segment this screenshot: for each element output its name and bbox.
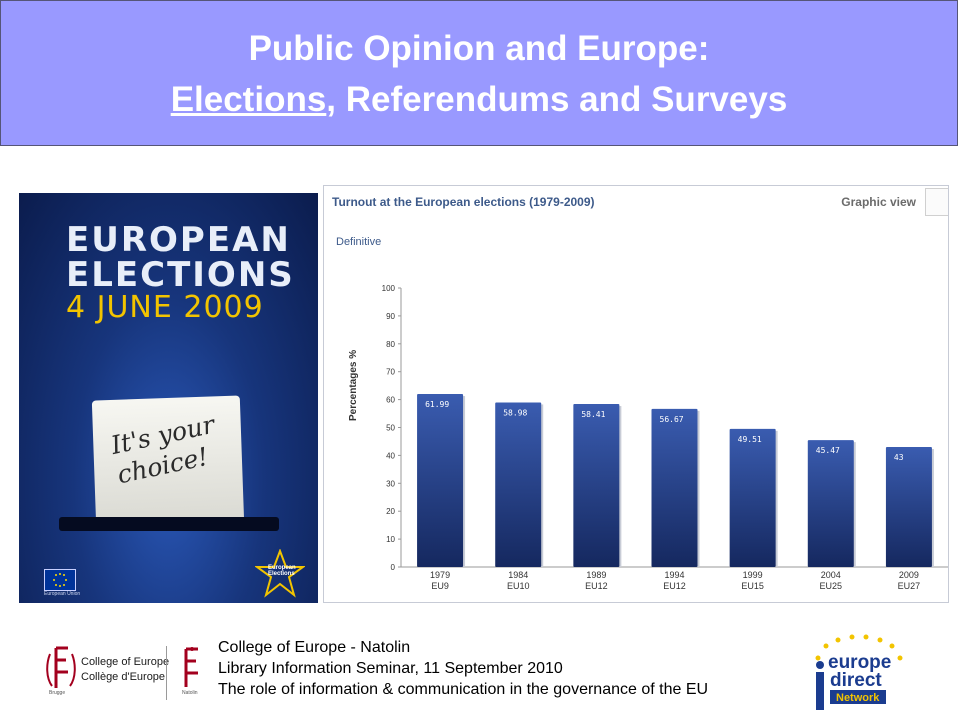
footer-line2: Library Information Seminar, 11 Septembe… <box>218 660 563 677</box>
poster-line1: EUROPEAN <box>66 220 291 260</box>
footer-line1: College of Europe - Natolin <box>218 639 411 656</box>
x-tick-year: 1994 <box>664 570 684 580</box>
y-tick-label: 40 <box>386 451 395 460</box>
star-icon <box>255 549 305 598</box>
turnout-chart-panel: Turnout at the European elections (1979-… <box>323 185 949 603</box>
bar <box>495 402 542 567</box>
poster-date: 4 JUNE 2009 <box>66 290 264 325</box>
bar-value-label: 56.67 <box>660 415 684 424</box>
x-tick-year: 1984 <box>508 570 528 580</box>
tab-corner <box>925 188 948 216</box>
x-tick-group: EU10 <box>507 581 530 591</box>
election-poster: EUROPEAN ELECTIONS 4 JUNE 2009 It's your… <box>19 193 318 603</box>
x-tick-group: EU15 <box>741 581 764 591</box>
ballot-card-text: It's your choice! <box>108 410 223 490</box>
natolin-logo-icon <box>184 647 198 687</box>
y-tick-label: 60 <box>386 396 395 405</box>
natolin-label: Natolin <box>182 690 198 696</box>
ed-line3: Network <box>836 692 880 704</box>
bar-value-label: 58.41 <box>581 410 605 419</box>
y-tick-label: 70 <box>386 368 395 377</box>
y-tick-label: 20 <box>386 507 395 516</box>
brugge-label: Brugge <box>49 690 66 696</box>
cofe-line2: Collège d'Europe <box>81 671 166 683</box>
graphic-view-tab[interactable]: Graphic view <box>841 195 916 209</box>
eu-label: European Union <box>44 591 81 597</box>
college-of-europe-logo-icon <box>46 646 76 688</box>
college-of-europe-name: College of Europe Collège d'Europe <box>81 655 169 685</box>
footer-caption: College of Europe - Natolin Library Info… <box>218 637 708 700</box>
y-tick-label: 100 <box>382 284 396 293</box>
bar <box>729 428 776 567</box>
bar-value-label: 49.51 <box>738 435 762 444</box>
footer-divider <box>166 646 167 700</box>
europe-direct-logo: europe direct Network <box>815 634 903 710</box>
y-tick-label: 90 <box>386 312 395 321</box>
x-tick-group: EU9 <box>431 581 449 591</box>
y-tick-label: 0 <box>391 563 396 572</box>
bar-value-label: 61.99 <box>425 400 449 409</box>
ed-line2: direct <box>830 670 882 691</box>
eu-flag-icon <box>44 569 76 591</box>
slide-title-bar: Public Opinion and Europe: Elections, Re… <box>0 0 958 146</box>
chart-title: Turnout at the European elections (1979-… <box>332 195 595 209</box>
bar-value-label: 58.98 <box>503 408 527 417</box>
y-tick-label: 80 <box>386 340 395 349</box>
slide-title-underlined-word: Elections <box>170 80 327 119</box>
slide-title-rest: , Referendums and Surveys <box>326 80 788 119</box>
bar <box>807 440 854 567</box>
ed-line1: europe <box>828 652 891 673</box>
x-tick-year: 1999 <box>743 570 763 580</box>
x-tick-group: EU12 <box>663 581 686 591</box>
x-tick-year: 2009 <box>899 570 919 580</box>
ballot-card: It's your choice! <box>91 395 245 529</box>
x-tick-group: EU12 <box>585 581 608 591</box>
x-tick-year: 1979 <box>430 570 450 580</box>
poster-line2: ELECTIONS <box>66 255 295 295</box>
bar <box>651 408 698 567</box>
cofe-line1: College of Europe <box>81 656 170 668</box>
y-tick-label: 50 <box>386 424 395 433</box>
x-tick-group: EU27 <box>898 581 921 591</box>
stars-ring-icon <box>815 634 903 661</box>
star-label: European Elections <box>268 565 296 577</box>
bar-value-label: 43 <box>894 453 904 462</box>
footer-line3: The role of information & communication … <box>218 681 709 698</box>
y-tick-label: 10 <box>386 535 395 544</box>
bar-value-label: 45.47 <box>816 446 840 455</box>
slide-title-line1: Public Opinion and Europe: <box>248 29 710 68</box>
chart-subtitle: Definitive <box>336 236 382 248</box>
y-tick-label: 30 <box>386 479 395 488</box>
x-tick-year: 2004 <box>821 570 841 580</box>
bar <box>885 447 932 567</box>
x-tick-group: EU25 <box>820 581 843 591</box>
ballot-box-slot <box>59 517 279 531</box>
x-tick-year: 1989 <box>586 570 606 580</box>
bar <box>417 394 464 567</box>
slide-title-line2: Elections, Referendums and Surveys <box>1 80 957 120</box>
bar <box>573 404 620 567</box>
